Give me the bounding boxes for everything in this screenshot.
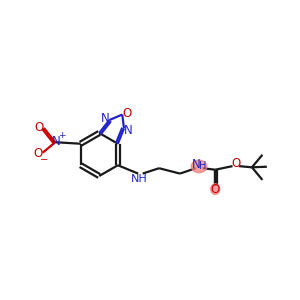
Text: O: O: [34, 121, 44, 134]
Text: +: +: [58, 131, 66, 140]
Text: O: O: [122, 107, 132, 120]
Ellipse shape: [211, 184, 220, 194]
Text: O: O: [33, 147, 43, 161]
Ellipse shape: [191, 160, 207, 173]
Text: H: H: [199, 161, 207, 171]
Text: NH: NH: [131, 174, 148, 184]
Text: O: O: [232, 157, 241, 169]
Text: O: O: [211, 183, 220, 196]
Text: N: N: [124, 124, 132, 137]
Text: −: −: [40, 155, 48, 166]
Text: N: N: [191, 158, 200, 171]
Text: N: N: [101, 112, 110, 125]
Text: N: N: [52, 134, 61, 148]
